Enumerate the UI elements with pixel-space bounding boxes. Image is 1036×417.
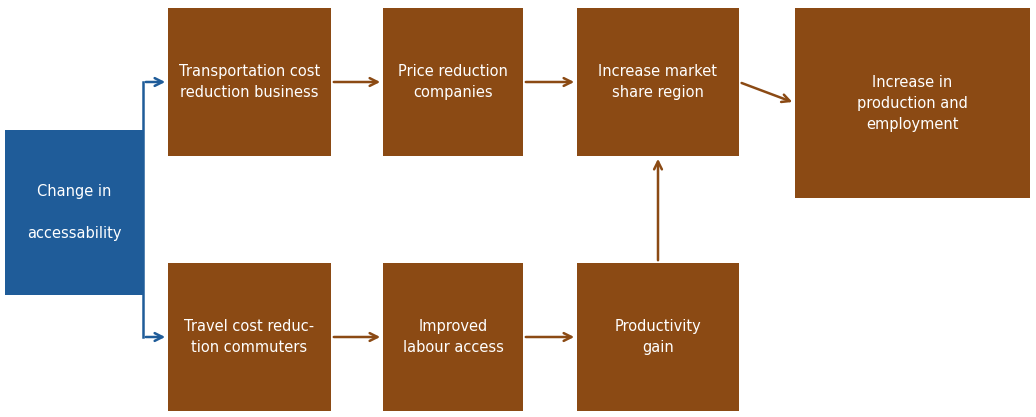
Text: Change in

accessability: Change in accessability [27,184,121,241]
Bar [795,8,1030,198]
Bar [5,130,143,295]
Text: Productivity
gain: Productivity gain [614,319,701,355]
Bar [577,263,739,411]
Text: Increase market
share region: Increase market share region [599,64,718,100]
Bar [168,8,330,156]
Text: Price reduction
companies: Price reduction companies [398,64,508,100]
Bar [577,8,739,156]
Text: Transportation cost
reduction business: Transportation cost reduction business [179,64,320,100]
Bar [168,263,330,411]
Text: Increase in
production and
employment: Increase in production and employment [857,75,968,131]
Bar [383,8,523,156]
Text: Improved
labour access: Improved labour access [403,319,503,355]
Text: Travel cost reduc-
tion commuters: Travel cost reduc- tion commuters [184,319,315,355]
Bar [383,263,523,411]
